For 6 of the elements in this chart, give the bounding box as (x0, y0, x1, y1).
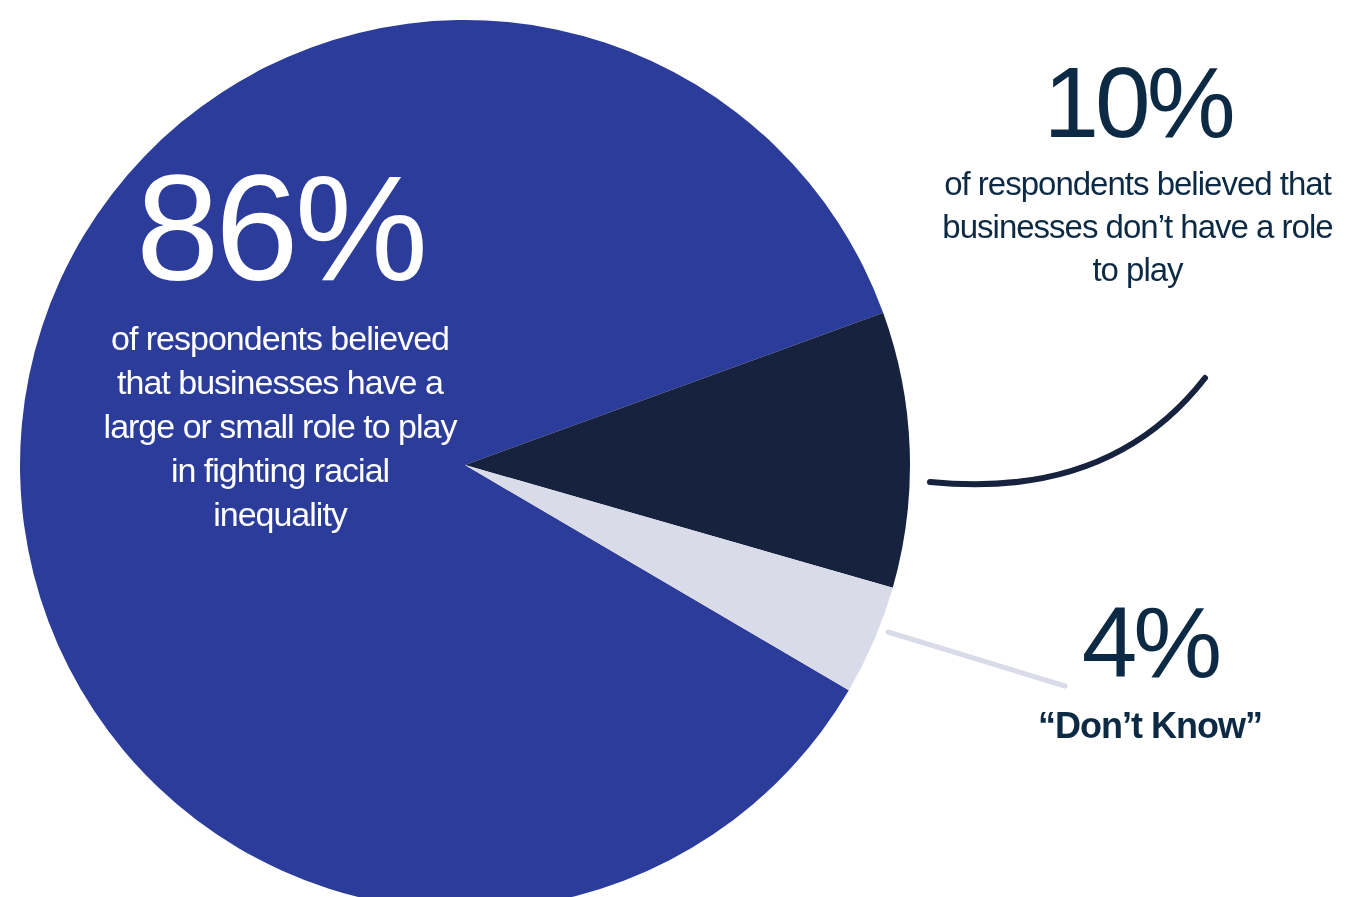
slice-label: of respondents believed that businesses don’t have a role to play (941, 164, 1334, 290)
slice-label: of respondents believed that businesses have a large or small role to play in fighting racial inequality (102, 317, 458, 536)
data-label: 10% (1042, 46, 1233, 158)
data-label: 4% (1080, 586, 1220, 698)
data-label: 86% (134, 144, 426, 312)
slice-label: “Don’t Know” (1037, 704, 1263, 748)
